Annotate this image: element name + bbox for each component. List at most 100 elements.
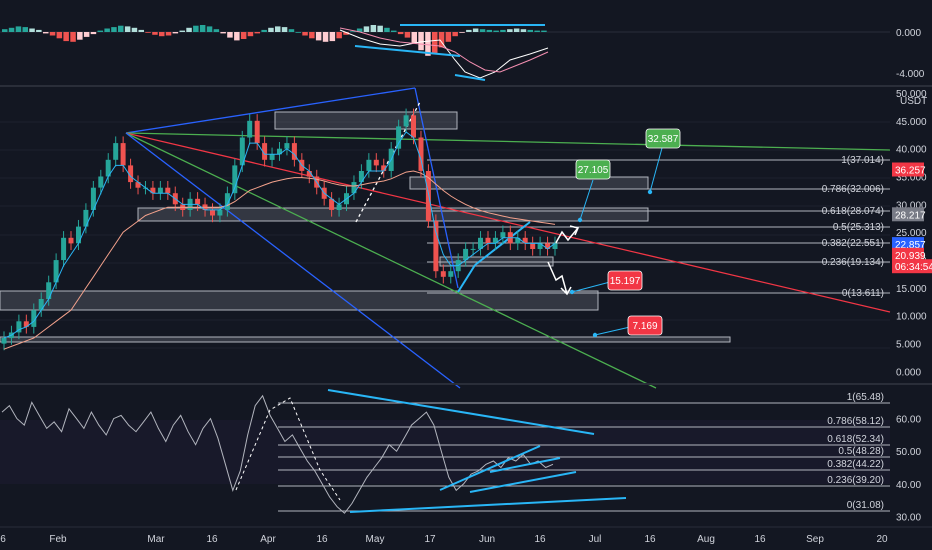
- zone-box: [0, 290, 599, 311]
- candle-body: [31, 310, 37, 327]
- target-tag: [645, 128, 681, 149]
- fib-retracement: [427, 159, 890, 294]
- time-tick-label: 6: [0, 534, 6, 545]
- price-tick-label: 5.000: [896, 340, 921, 351]
- projection-arrow-up: [552, 227, 579, 249]
- price-badge-text: 20.939: [895, 251, 926, 262]
- macd-bar: [145, 32, 151, 33]
- price-axis-unit: USDT: [900, 96, 927, 107]
- macd-bar: [500, 29, 506, 32]
- candle-body: [306, 171, 312, 177]
- macd-bar: [240, 32, 247, 39]
- macd-bar: [438, 32, 445, 48]
- price-tick-label: 30.000: [896, 200, 927, 211]
- candle-body: [433, 221, 439, 272]
- macd-bar: [356, 28, 363, 32]
- trend-line-cyan: [457, 264, 476, 293]
- macd-bar: [520, 29, 527, 32]
- candle-body: [425, 171, 431, 222]
- macd-bar: [247, 32, 254, 37]
- macd-bar: [466, 29, 472, 32]
- price-tick-label: 10.000: [896, 312, 927, 323]
- target-tag-text: 15.197: [610, 276, 641, 287]
- candle-body: [470, 248, 476, 250]
- macd-divergence-line: [454, 74, 486, 81]
- macd-bar: [534, 30, 540, 32]
- price-tick-label: 15.000: [896, 284, 927, 295]
- macd-bar: [336, 32, 342, 39]
- macd-bar: [309, 32, 315, 39]
- time-axis: 6 Feb Mar 16 Apr 16 May 17 Jun 16 Jul 16 Aug 16 Sep 20: [0, 534, 888, 545]
- candle-body: [90, 187, 96, 210]
- trend-line-green: [125, 132, 891, 151]
- macd-panel: 0.000 -4.000: [0, 24, 925, 81]
- candle-body: [16, 321, 22, 333]
- trend-line-blue: [125, 87, 416, 134]
- time-tick-label: May: [366, 534, 385, 545]
- price-badge: [892, 247, 924, 262]
- candle-body: [478, 237, 483, 249]
- macd-bar: [377, 25, 383, 32]
- macd-bar: [302, 32, 308, 36]
- fib-level-label: 1(37.014): [841, 155, 884, 166]
- macd-bar: [2, 29, 8, 32]
- candle-body: [336, 204, 342, 210]
- candle-body: [552, 243, 558, 249]
- candle-body: [358, 171, 364, 183]
- macd-bar: [343, 32, 349, 35]
- macd-bar: [472, 28, 479, 32]
- macd-bar: [513, 28, 520, 32]
- fib-level-label: 0.382(22.551): [822, 238, 884, 249]
- fib-level-label: 0(13.611): [842, 288, 884, 299]
- macd-bar: [527, 29, 533, 32]
- macd-bar: [445, 32, 452, 42]
- candle-body: [485, 237, 491, 244]
- rsi-fib-levels: [278, 402, 890, 512]
- price-panel: 1(37.014) 0.786(32.006) 0.618(28.074) 0.…: [0, 87, 932, 389]
- macd-bar: [193, 25, 199, 32]
- candle-body: [210, 209, 215, 216]
- macd-tick-label: 0.000: [896, 28, 921, 39]
- target-callouts: 32.587 27.105 15.197 7.169: [569, 128, 681, 338]
- candle-body: [98, 176, 104, 188]
- time-tick-label: 16: [644, 534, 656, 545]
- price-badge-text: 28.217: [895, 210, 926, 221]
- rsi-fib-label: 0(31.08): [847, 500, 884, 511]
- macd-bar: [281, 27, 288, 32]
- price-tick-label: 40.000: [896, 145, 927, 156]
- rsi-axis: 60.00 50.00 40.00 30.00: [896, 415, 921, 524]
- macd-bar: [329, 32, 336, 42]
- candle-body: [224, 193, 230, 210]
- macd-signal-line: [339, 27, 549, 73]
- candle-body: [411, 115, 416, 138]
- macd-bar: [199, 25, 206, 32]
- fib-level-label: 0.5(25.313): [833, 222, 884, 233]
- time-tick-label: 17: [424, 534, 436, 545]
- candle-body: [195, 198, 201, 205]
- macd-bar: [77, 32, 83, 40]
- macd-bar: [49, 32, 56, 36]
- macd-bar: [275, 26, 281, 32]
- macd-bar: [97, 30, 103, 32]
- macd-bar: [131, 27, 138, 32]
- time-tick-label: 16: [754, 534, 766, 545]
- macd-divergence-line: [354, 45, 461, 57]
- candle-body: [61, 237, 67, 261]
- rsi-fib-label: 1(65.48): [847, 392, 884, 403]
- target-tag: [607, 270, 643, 291]
- candle-body: [165, 187, 171, 194]
- time-tick-label: 16: [534, 534, 546, 545]
- candle-body: [76, 226, 81, 244]
- trend-line-red: [125, 132, 891, 313]
- trend-line-green-diag: [125, 132, 657, 389]
- price-gridlines: [0, 121, 890, 349]
- macd-bar: [315, 32, 322, 41]
- macd-bar: [152, 32, 158, 35]
- candle-body: [545, 243, 551, 249]
- projection-arrow-head: [560, 286, 572, 296]
- macd-bar: [36, 29, 42, 32]
- macd-bar: [206, 26, 213, 32]
- macd-bar: [479, 29, 486, 32]
